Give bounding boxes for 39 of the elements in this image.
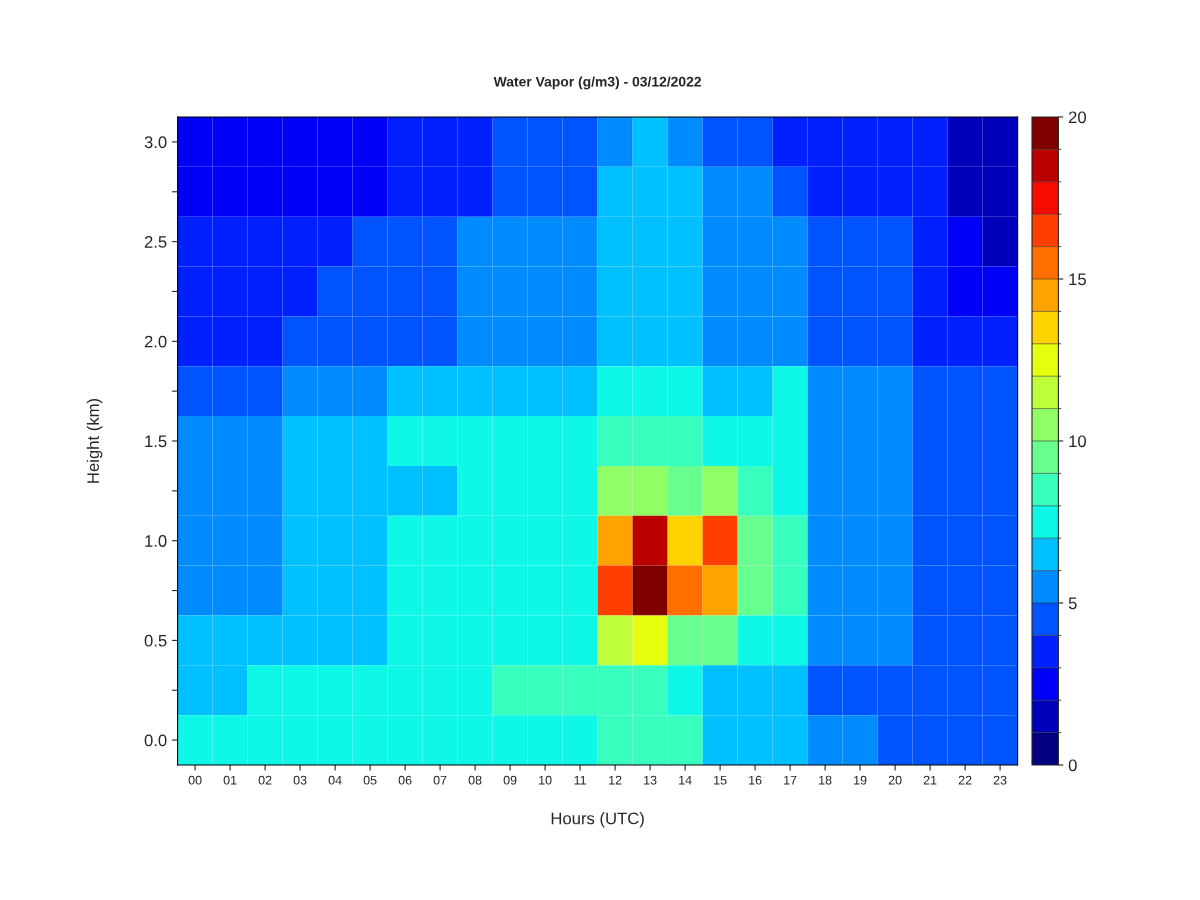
y-tick-label: 0.5: [144, 634, 167, 647]
x-tick-label: 20: [888, 775, 902, 785]
x-tick-label: 01: [223, 775, 237, 785]
color-bar-label: 5: [1068, 597, 1077, 610]
x-tick-label: 10: [539, 775, 552, 785]
x-tick-label: 11: [574, 775, 586, 785]
x-tick-label: 17: [784, 775, 797, 785]
y-tick-label: 2.5: [144, 236, 167, 248]
x-tick-label: 22: [958, 775, 972, 785]
x-tick-label: 09: [503, 775, 517, 785]
y-tick-label: 1.0: [145, 535, 167, 547]
color-bar-label: 10: [1069, 435, 1087, 448]
color-bar-label: 20: [1068, 111, 1087, 124]
x-tick-label: 03: [293, 775, 307, 785]
x-tick-label: 02: [258, 775, 272, 785]
x-tick-label: 18: [819, 775, 832, 785]
x-tick-label: 12: [609, 775, 622, 785]
x-tick-label: 00: [188, 775, 202, 785]
x-tick-label: 07: [433, 775, 447, 785]
x-tick-label: 15: [714, 775, 727, 785]
x-tick-label: 14: [679, 775, 692, 785]
x-tick-label: 04: [328, 775, 342, 785]
y-tick-label: 2.0: [144, 335, 167, 348]
y-tick-label: 1.5: [145, 435, 167, 448]
y-tick-label: 0.0: [144, 734, 167, 747]
color-bar-label: 0: [1068, 759, 1077, 772]
y-axis-title: Height (km): [86, 398, 103, 483]
y-tick-label: 3.0: [144, 136, 167, 149]
x-tick-label: 08: [468, 775, 482, 785]
x-tick-label: 05: [363, 775, 377, 785]
chart-title: Water Vapor (g/m3) - 03/12/2022: [493, 76, 701, 90]
x-axis-title: Hours (UTC): [551, 812, 644, 828]
x-tick-label: 19: [854, 775, 867, 785]
x-tick-label: 23: [993, 775, 1007, 785]
x-tick-label: 06: [398, 775, 412, 785]
x-tick-label: 16: [749, 775, 762, 785]
x-tick-label: 21: [923, 775, 937, 785]
color-bar-label: 15: [1069, 273, 1086, 286]
x-tick-label: 13: [644, 775, 657, 785]
